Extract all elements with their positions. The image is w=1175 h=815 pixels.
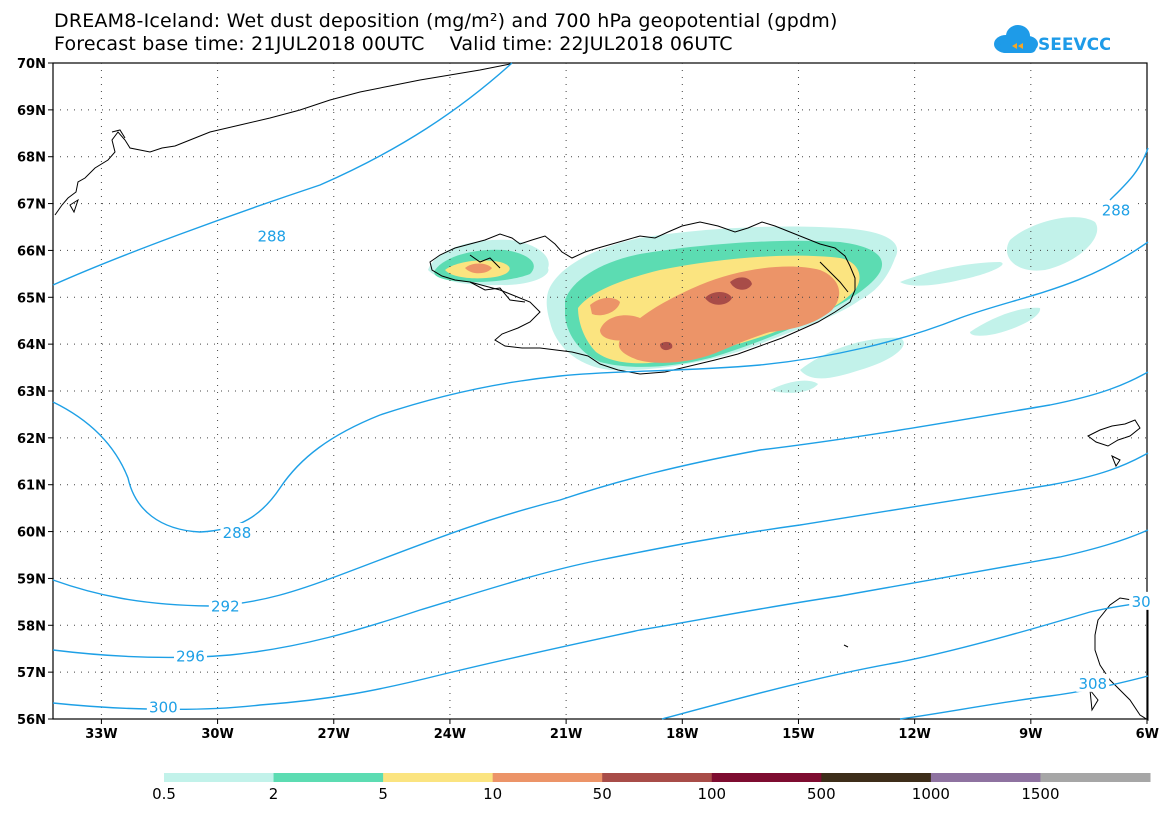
legend-label: 2 <box>268 785 279 803</box>
contour-label: 292 <box>211 598 240 616</box>
contour-label-bg <box>1076 673 1110 692</box>
lat-label: 61N <box>17 479 46 494</box>
axis-labels: 33W 30W 27W 24W 21W 18W 15W 12W 9W 6W 70N 69N 68N 67N… <box>17 57 1159 742</box>
contour-label-bg <box>173 646 207 665</box>
lon-label: 21W <box>550 727 582 742</box>
legend-swatch <box>1040 773 1151 782</box>
contour-label: 308 <box>1078 675 1107 693</box>
contour-label-bg <box>220 522 254 541</box>
legend-swatch <box>383 773 494 782</box>
lat-label: 68N <box>17 151 46 166</box>
coastlines <box>54 63 1149 721</box>
lon-label: 15W <box>782 727 814 742</box>
lon-label: 12W <box>898 727 930 742</box>
lat-label: 69N <box>17 104 46 119</box>
legend-label: 50 <box>592 785 612 803</box>
contour-label-bg <box>1129 591 1154 610</box>
lat-label: 62N <box>17 432 46 447</box>
contour-label-bg <box>1099 200 1133 219</box>
lat-label: 65N <box>17 291 46 306</box>
legend-label: 1500 <box>1021 785 1060 803</box>
contour-label-bg <box>146 697 180 716</box>
contour-label: 296 <box>176 648 205 666</box>
legend-colorbar <box>164 773 1151 782</box>
lat-label: 63N <box>17 385 46 400</box>
contour-label: 288 <box>1102 202 1131 220</box>
legend-label: 10 <box>483 785 503 803</box>
graticule <box>48 62 1148 724</box>
seevccc-logo: SEEVCCC <box>994 25 1110 55</box>
legend-swatch <box>492 773 603 782</box>
lon-label: 27W <box>318 727 350 742</box>
lon-label: 33W <box>85 727 117 742</box>
contour-label: 288 <box>257 227 286 245</box>
lat-label: 60N <box>17 526 46 541</box>
dust-deposition-layer <box>428 217 1098 393</box>
map-title: DREAM8-Iceland: Wet dust deposition (mg/… <box>54 10 838 32</box>
lon-label: 9W <box>1019 727 1042 742</box>
contour-label-bg <box>208 596 242 615</box>
legend-swatch <box>930 773 1041 782</box>
legend-label: 500 <box>807 785 836 803</box>
lat-label: 67N <box>17 198 46 213</box>
legend-swatch <box>273 773 384 782</box>
lat-label: 66N <box>17 244 46 259</box>
legend-swatch <box>711 773 822 782</box>
lat-label: 59N <box>17 572 46 587</box>
lon-label: 18W <box>666 727 698 742</box>
contour-label: 288 <box>223 524 252 542</box>
lon-label: 24W <box>434 727 466 742</box>
map-subtitle: Forecast base time: 21JUL2018 00UTC Vali… <box>54 33 733 55</box>
legend-swatch <box>602 773 713 782</box>
lat-label: 70N <box>17 57 46 72</box>
cloud-icon <box>994 25 1038 53</box>
lon-label: 6W <box>1136 727 1159 742</box>
logo-text: SEEVCCC <box>1038 35 1110 55</box>
lat-label: 56N <box>17 713 46 728</box>
lat-label: 58N <box>17 619 46 634</box>
legend-label: 0.5 <box>152 785 176 803</box>
contour-labels: 288 288 292 296 300 288 30 308 <box>146 200 1154 716</box>
lat-label: 57N <box>17 666 46 681</box>
contour-label-bg <box>255 226 289 245</box>
contour-label: 300 <box>149 698 178 716</box>
lon-label: 30W <box>201 727 233 742</box>
legend-label: 1000 <box>911 785 950 803</box>
legend-label: 100 <box>697 785 727 803</box>
legend-label: 5 <box>378 785 388 803</box>
lat-label: 64N <box>17 338 46 353</box>
contour-label: 30 <box>1132 593 1151 611</box>
legend-swatch <box>164 773 275 782</box>
legend-swatch <box>821 773 932 782</box>
